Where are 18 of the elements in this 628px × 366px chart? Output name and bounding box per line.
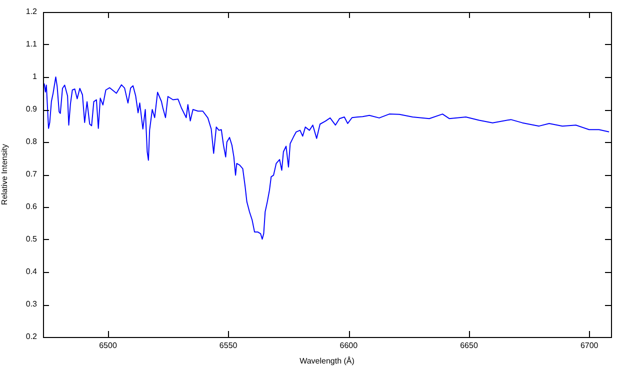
x-tick-label: 6550 <box>219 341 238 350</box>
y-tick-label: 0.4 <box>26 267 38 276</box>
y-tick-label: 0.9 <box>26 104 38 114</box>
y-tick-label: 0.8 <box>26 137 38 146</box>
y-tick-label: 0.3 <box>26 300 38 309</box>
y-tick-label: 1 <box>32 72 38 82</box>
y-tick-label: 0.6 <box>26 202 38 212</box>
x-axis-title: Wavelength (Å) <box>300 356 355 366</box>
x-tick-label: 6500 <box>99 341 118 350</box>
y-tick-label: 0.2 <box>26 332 38 342</box>
x-tick-label: 6600 <box>340 341 358 350</box>
y-tick-label: 0.5 <box>26 234 38 244</box>
x-tick-label: 6700 <box>580 341 599 350</box>
y-tick-label: 1.2 <box>26 7 38 16</box>
y-tick-label: 0.7 <box>26 170 38 179</box>
x-tick-label: 6650 <box>460 341 478 350</box>
y-tick-label: 1.1 <box>26 40 38 49</box>
y-axis-title: Relative Intensity <box>0 144 10 205</box>
